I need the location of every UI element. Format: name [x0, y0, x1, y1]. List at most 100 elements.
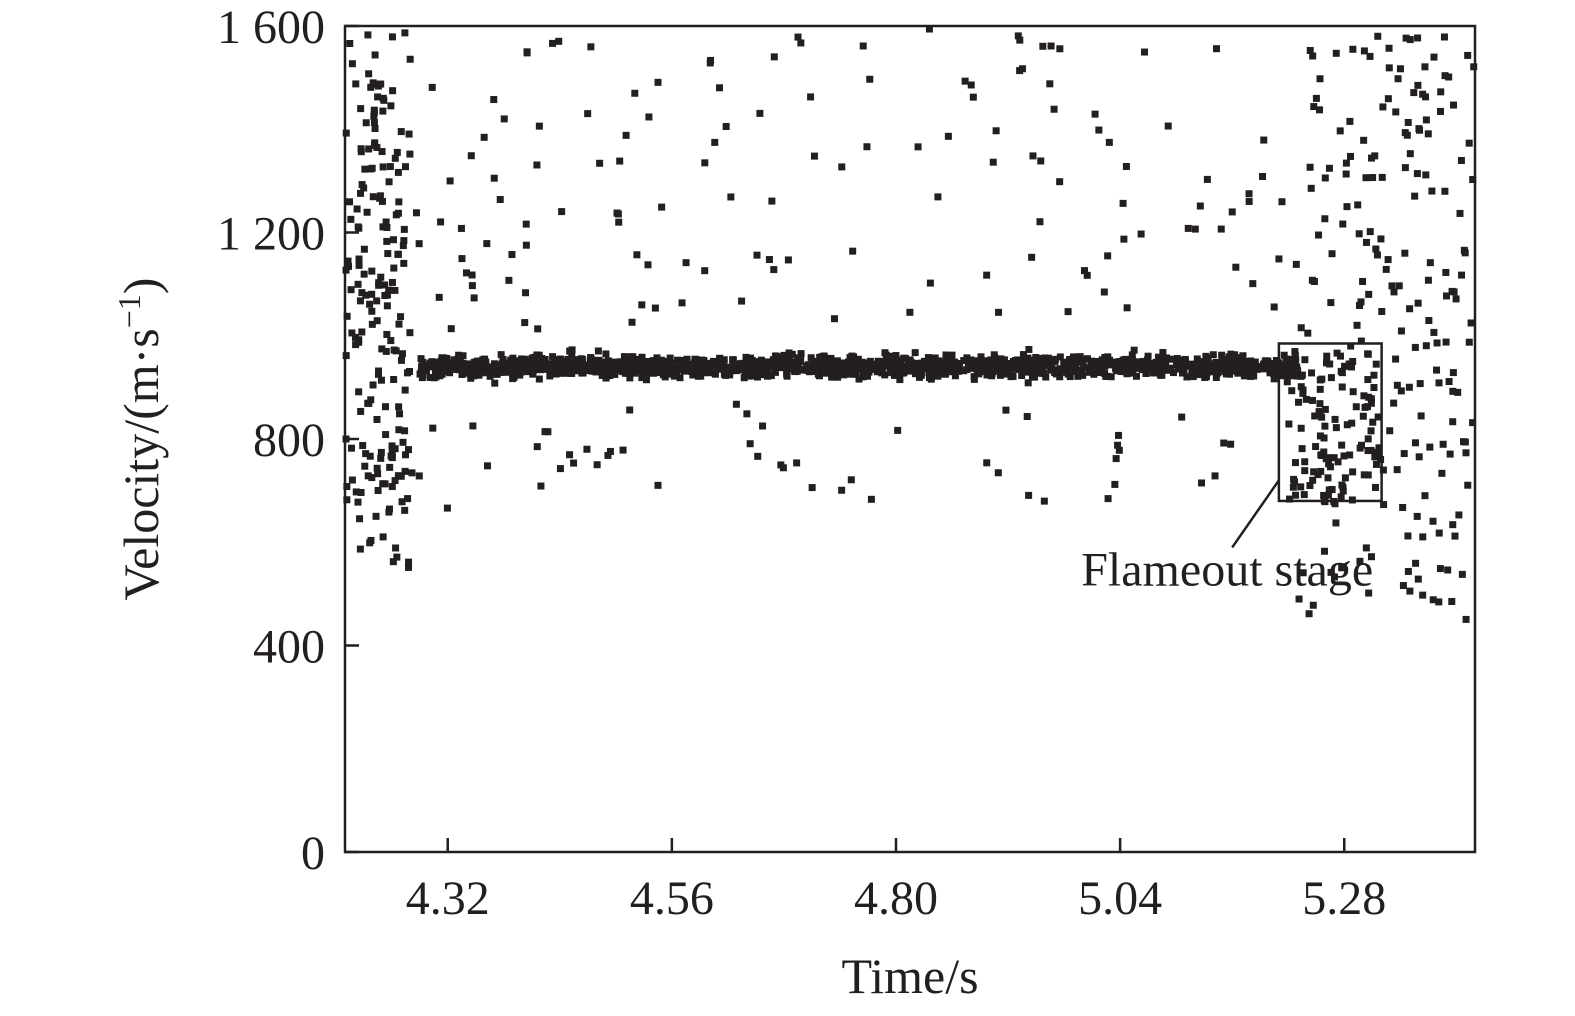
scatter-point [657, 356, 665, 364]
scatter-point [383, 330, 391, 338]
scatter-point [1445, 73, 1453, 81]
scatter-point [372, 80, 380, 88]
scatter-point [537, 482, 545, 490]
scatter-point [406, 150, 414, 158]
scatter-point [1395, 282, 1403, 290]
scatter-point [388, 483, 396, 491]
scatter-point [440, 367, 448, 375]
scatter-point [1379, 103, 1387, 111]
scatter-point [1018, 371, 1026, 379]
scatter-point [1310, 278, 1318, 286]
scatter-point [1469, 176, 1477, 184]
scatter-point [754, 363, 762, 371]
scatter-point [1040, 497, 1048, 505]
scatter-point [1331, 500, 1339, 508]
scatter-point [496, 196, 504, 204]
scatter-point [797, 356, 805, 364]
scatter-point [1045, 361, 1053, 369]
scatter-point [1450, 101, 1458, 109]
scatter-point [352, 488, 360, 496]
annotation-leader-line [1231, 479, 1280, 549]
scatter-point [1414, 299, 1422, 307]
scatter-point [556, 356, 564, 364]
scatter-point [558, 208, 566, 216]
scatter-point [1356, 444, 1364, 452]
scatter-point [399, 438, 407, 446]
scatter-point [1327, 374, 1335, 382]
scatter-point [1024, 379, 1032, 387]
scatter-point [1316, 106, 1324, 114]
scatter-point [1361, 403, 1369, 411]
scatter-point [1367, 399, 1375, 407]
scatter-point [983, 459, 991, 467]
scatter-point [377, 273, 385, 281]
scatter-point [551, 359, 559, 367]
x-tick-label: 5.28 [1302, 872, 1386, 925]
scatter-point [830, 315, 838, 323]
scatter-point [378, 148, 386, 156]
scatter-point [535, 375, 543, 383]
scatter-point [379, 163, 387, 171]
scatter-point [555, 37, 563, 45]
annotation-label: Flameout stage [1081, 543, 1373, 596]
scatter-point [1091, 110, 1099, 118]
scatter-point [1070, 358, 1078, 366]
scatter-point [1411, 439, 1419, 447]
scatter-point [1295, 595, 1303, 603]
scatter-point [1450, 288, 1458, 296]
scatter-point [601, 370, 609, 378]
scatter-point [1291, 351, 1299, 359]
scatter-point [417, 355, 425, 363]
scatter-point [386, 463, 394, 471]
scatter-point [1364, 350, 1372, 358]
scatter-point [1293, 372, 1301, 380]
scatter-point [1424, 276, 1432, 284]
scatter-point [1309, 476, 1317, 484]
scatter-point [727, 193, 735, 201]
scatter-point [1406, 305, 1414, 313]
scatter-point [388, 442, 396, 450]
scatter-point [794, 33, 802, 41]
scatter-point [600, 358, 608, 366]
scatter-point [645, 113, 653, 121]
scatter-point [401, 163, 409, 171]
scatter-point [1301, 467, 1309, 475]
scatter-point [1397, 327, 1405, 335]
scatter-point [459, 368, 467, 376]
scatter-point [917, 371, 925, 379]
scatter-point [394, 168, 402, 176]
scatter-point [1292, 356, 1300, 364]
scatter-point [749, 366, 757, 374]
scatter-point [1077, 370, 1085, 378]
scatter-point [377, 448, 385, 456]
scatter-point [1347, 342, 1355, 350]
scatter-point [604, 357, 612, 365]
scatter-point [643, 370, 651, 378]
scatter-point [1120, 235, 1128, 243]
scatter-point [1456, 209, 1464, 217]
scatter-point [970, 375, 978, 383]
scatter-point [1109, 360, 1117, 368]
scatter-point [1449, 387, 1457, 395]
scatter-point [1385, 64, 1393, 72]
scatter-point [938, 359, 946, 367]
scatter-point [1365, 589, 1373, 597]
scatter-point [394, 209, 402, 217]
scatter-point [398, 350, 406, 358]
scatter-point [391, 154, 399, 162]
scatter-point [521, 319, 529, 327]
scatter-point [564, 355, 572, 363]
scatter-point [791, 361, 799, 369]
scatter-point [1406, 36, 1414, 44]
scatter-point [386, 163, 394, 171]
scatter-point [1414, 575, 1422, 583]
scatter-point [1074, 358, 1082, 366]
scatter-point [1331, 415, 1339, 423]
scatter-point [1442, 338, 1450, 346]
scatter-point [415, 472, 423, 480]
scatter-point [368, 267, 376, 275]
scatter-point [1360, 471, 1368, 479]
scatter-point [1320, 547, 1328, 555]
scatter-point [1107, 373, 1115, 381]
